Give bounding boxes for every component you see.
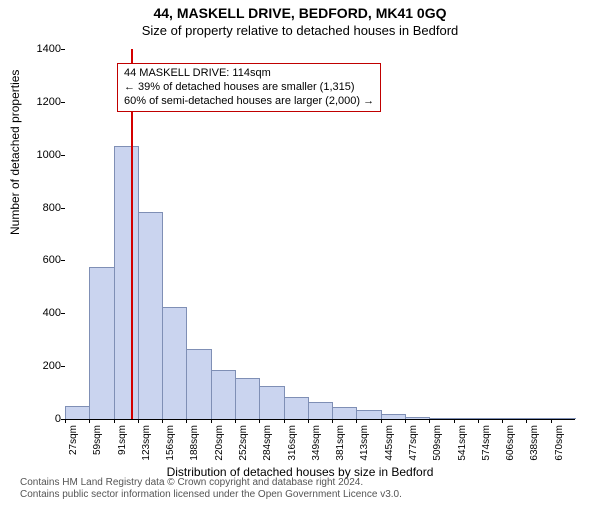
- y-tick-label: 800: [13, 202, 61, 214]
- x-tick-label: 477sqm: [408, 425, 419, 461]
- y-tick-label: 200: [13, 360, 61, 372]
- x-tick-mark: [356, 419, 357, 423]
- footer-line-1: Contains HM Land Registry data © Crown c…: [20, 477, 402, 489]
- x-tick-mark: [65, 419, 66, 423]
- histogram-bar: [308, 402, 333, 419]
- annotation-box: 44 MASKELL DRIVE: 114sqm← 39% of detache…: [117, 63, 381, 112]
- x-tick-mark: [454, 419, 455, 423]
- x-tick-label: 445sqm: [384, 425, 395, 461]
- y-tick-mark: [61, 49, 65, 50]
- histogram-bar: [551, 418, 576, 419]
- x-tick-label: 349sqm: [311, 425, 322, 461]
- x-tick-label: 156sqm: [165, 425, 176, 461]
- x-tick-mark: [332, 419, 333, 423]
- histogram-bar: [405, 417, 430, 419]
- histogram-bar: [526, 418, 551, 419]
- histogram-bar: [89, 267, 114, 419]
- histogram-bar: [356, 410, 381, 419]
- x-tick-mark: [551, 419, 552, 423]
- footer-line-2: Contains public sector information licen…: [20, 489, 402, 501]
- histogram-bar: [381, 414, 406, 419]
- histogram-bar: [114, 146, 139, 419]
- histogram-bar: [138, 212, 163, 419]
- chart-subtitle: Size of property relative to detached ho…: [0, 23, 600, 38]
- x-tick-mark: [429, 419, 430, 423]
- x-tick-label: 670sqm: [554, 425, 565, 461]
- x-tick-mark: [381, 419, 382, 423]
- x-tick-mark: [114, 419, 115, 423]
- x-tick-mark: [259, 419, 260, 423]
- y-tick-mark: [61, 155, 65, 156]
- x-tick-label: 574sqm: [481, 425, 492, 461]
- x-tick-mark: [308, 419, 309, 423]
- plot-area: 020040060080010001200140027sqm59sqm91sqm…: [65, 49, 575, 420]
- x-tick-mark: [284, 419, 285, 423]
- x-tick-label: 541sqm: [457, 425, 468, 461]
- x-tick-mark: [211, 419, 212, 423]
- x-tick-label: 509sqm: [432, 425, 443, 461]
- y-tick-label: 400: [13, 307, 61, 319]
- y-tick-mark: [61, 102, 65, 103]
- y-tick-mark: [61, 366, 65, 367]
- x-tick-label: 638sqm: [529, 425, 540, 461]
- x-tick-label: 220sqm: [214, 425, 225, 461]
- x-tick-label: 59sqm: [92, 425, 103, 455]
- x-tick-label: 27sqm: [68, 425, 79, 455]
- histogram-bar: [284, 397, 309, 419]
- y-tick-label: 1000: [13, 149, 61, 161]
- x-tick-mark: [186, 419, 187, 423]
- x-tick-label: 381sqm: [335, 425, 346, 461]
- x-tick-label: 252sqm: [238, 425, 249, 461]
- histogram-bar: [502, 418, 527, 419]
- x-tick-label: 188sqm: [189, 425, 200, 461]
- x-tick-label: 413sqm: [359, 425, 370, 461]
- x-tick-label: 316sqm: [287, 425, 298, 461]
- histogram-bar: [65, 406, 90, 419]
- annotation-line-3: 60% of semi-detached houses are larger (…: [124, 95, 374, 109]
- x-tick-mark: [235, 419, 236, 423]
- chart-area: 020040060080010001200140027sqm59sqm91sqm…: [65, 49, 575, 419]
- histogram-bar: [429, 418, 454, 419]
- histogram-bar: [162, 307, 187, 419]
- x-tick-mark: [405, 419, 406, 423]
- x-tick-mark: [89, 419, 90, 423]
- y-tick-label: 0: [13, 413, 61, 425]
- annotation-line-2: ← 39% of detached houses are smaller (1,…: [124, 81, 374, 95]
- y-tick-label: 1400: [13, 43, 61, 55]
- y-tick-mark: [61, 260, 65, 261]
- histogram-bar: [211, 370, 236, 419]
- x-tick-label: 284sqm: [262, 425, 273, 461]
- x-tick-mark: [502, 419, 503, 423]
- y-tick-mark: [61, 313, 65, 314]
- x-tick-mark: [162, 419, 163, 423]
- histogram-bar: [235, 378, 260, 419]
- x-tick-label: 606sqm: [505, 425, 516, 461]
- x-tick-mark: [138, 419, 139, 423]
- page-title: 44, MASKELL DRIVE, BEDFORD, MK41 0GQ: [0, 5, 600, 21]
- histogram-bar: [454, 418, 479, 419]
- x-tick-mark: [526, 419, 527, 423]
- y-tick-label: 1200: [13, 96, 61, 108]
- annotation-line-1: 44 MASKELL DRIVE: 114sqm: [124, 67, 374, 81]
- y-tick-mark: [61, 208, 65, 209]
- x-tick-mark: [478, 419, 479, 423]
- y-tick-label: 600: [13, 254, 61, 266]
- histogram-bar: [259, 386, 284, 419]
- x-tick-label: 123sqm: [141, 425, 152, 461]
- histogram-bar: [478, 418, 503, 419]
- histogram-bar: [332, 407, 357, 419]
- x-tick-label: 91sqm: [117, 425, 128, 455]
- attribution-footer: Contains HM Land Registry data © Crown c…: [20, 477, 402, 501]
- histogram-bar: [186, 349, 211, 419]
